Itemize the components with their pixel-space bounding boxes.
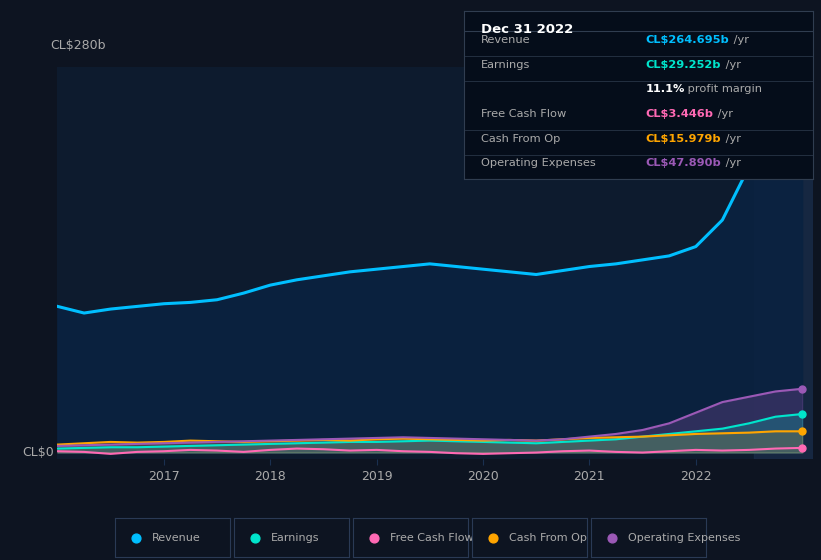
Text: CL$264.695b: CL$264.695b (645, 35, 729, 45)
Text: Earnings: Earnings (481, 59, 530, 69)
Text: CL$15.979b: CL$15.979b (645, 133, 721, 143)
Text: profit margin: profit margin (684, 84, 762, 94)
Point (367, 533, 380, 542)
Text: Revenue: Revenue (481, 35, 531, 45)
Text: Earnings: Earnings (271, 533, 319, 543)
Text: CL$29.252b: CL$29.252b (645, 59, 721, 69)
Text: 11.1%: 11.1% (645, 84, 685, 94)
Point (486, 533, 499, 542)
Point (605, 533, 618, 542)
Point (796, 96, 809, 105)
Point (796, 384, 809, 393)
Point (796, 409, 809, 418)
Text: CL$0: CL$0 (22, 446, 53, 459)
Text: /yr: /yr (722, 59, 741, 69)
Text: CL$280b: CL$280b (50, 39, 105, 52)
Text: Cash From Op: Cash From Op (481, 133, 561, 143)
Text: /yr: /yr (722, 133, 741, 143)
Text: Revenue: Revenue (152, 533, 200, 543)
Text: Free Cash Flow: Free Cash Flow (481, 109, 566, 119)
Text: Operating Expenses: Operating Expenses (628, 533, 741, 543)
Text: /yr: /yr (714, 109, 733, 119)
Point (129, 533, 142, 542)
Point (796, 427, 809, 436)
Point (796, 444, 809, 452)
Text: /yr: /yr (722, 158, 741, 168)
Text: CL$3.446b: CL$3.446b (645, 109, 713, 119)
Text: Dec 31 2022: Dec 31 2022 (481, 23, 574, 36)
Bar (754, 67, 813, 459)
Text: Free Cash Flow: Free Cash Flow (390, 533, 474, 543)
Point (248, 533, 261, 542)
Text: CL$47.890b: CL$47.890b (645, 158, 721, 168)
Text: Operating Expenses: Operating Expenses (481, 158, 596, 168)
Text: /yr: /yr (730, 35, 749, 45)
Text: Cash From Op: Cash From Op (509, 533, 587, 543)
